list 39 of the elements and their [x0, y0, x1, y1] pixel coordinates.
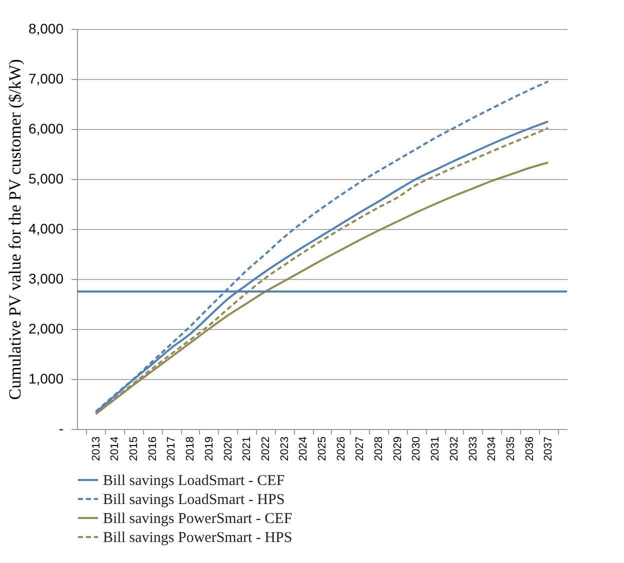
- x-tick-label: 2019: [203, 436, 216, 461]
- x-tick-label: 2034: [486, 436, 498, 461]
- x-tick-label: 2025: [316, 436, 328, 461]
- x-tick-label: 2017: [166, 436, 178, 461]
- y-tick-label: 1,000: [28, 370, 64, 386]
- x-tick-label: 2026: [335, 436, 348, 461]
- x-tick-label: 2032: [448, 436, 460, 461]
- x-tick-label: 2013: [90, 436, 102, 461]
- x-tick-label: 2024: [298, 436, 310, 461]
- x-tick-label: 2021: [241, 436, 254, 461]
- y-tick-label: 8,000: [28, 20, 64, 36]
- x-tick-label: 2015: [128, 436, 140, 461]
- x-tick-label: 2023: [278, 436, 291, 461]
- y-tick-label: 5,000: [28, 170, 64, 186]
- x-tick-label: 2037: [542, 436, 555, 461]
- y-tick-label: 2,000: [28, 320, 64, 336]
- legend-label: Bill savings LoadSmart - HPS: [103, 492, 285, 508]
- x-tick-label: 2020: [222, 436, 234, 461]
- y-tick-label: 4,000: [28, 220, 64, 236]
- x-tick-label: 2016: [146, 436, 159, 461]
- x-tick-label: 2027: [354, 436, 366, 461]
- x-tick-label: 2035: [504, 436, 517, 461]
- y-tick-label: -: [58, 420, 64, 436]
- y-tick-label: 3,000: [28, 270, 64, 286]
- legend-label: Bill savings PowerSmart - CEF: [103, 511, 292, 527]
- x-tick-label: 2031: [430, 436, 442, 461]
- x-tick-label: 2022: [260, 436, 272, 461]
- x-tick-label: 2033: [467, 436, 480, 461]
- y-tick-label: 7,000: [28, 70, 64, 86]
- x-tick-label: 2030: [410, 436, 423, 461]
- x-tick-label: 2028: [373, 436, 386, 461]
- x-tick-label: 2018: [184, 436, 197, 461]
- y-tick-label: 6,000: [28, 120, 64, 136]
- x-tick-label: 2029: [392, 436, 404, 461]
- x-tick-label: 2014: [109, 436, 122, 461]
- y-axis-title: Cumulative PV value for the PV customer ($/kW): [5, 59, 24, 400]
- x-tick-label: 2036: [524, 436, 536, 461]
- legend-label: Bill savings LoadSmart - CEF: [103, 473, 285, 489]
- legend-label: Bill savings PowerSmart - HPS: [103, 530, 292, 546]
